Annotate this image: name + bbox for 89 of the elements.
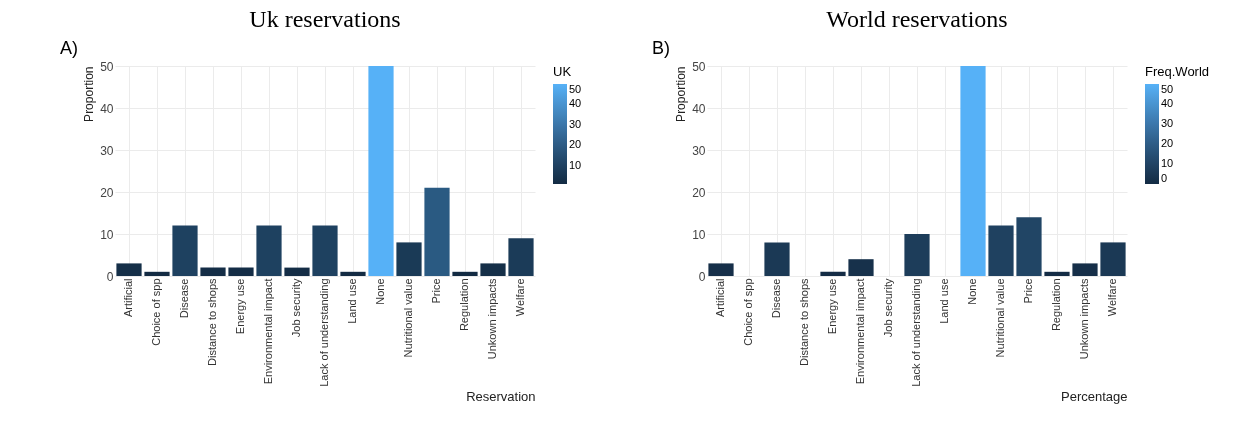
bar — [708, 263, 734, 276]
bar — [1100, 242, 1126, 276]
x-tick-label: Job security — [290, 278, 302, 338]
bar — [820, 271, 846, 276]
x-tick-label: Disease — [770, 278, 782, 319]
x-tick-label: Nutritional value — [402, 278, 414, 358]
color-bar-label: 20 — [1161, 137, 1174, 149]
x-tick-label: Unkown impacts — [486, 278, 498, 360]
color-bar-label: 20 — [569, 138, 582, 151]
text: B) — [652, 38, 670, 58]
x-tick-label: Choice of spp — [742, 278, 754, 346]
text: A) — [60, 38, 78, 58]
x-tick-label: Artificial — [122, 278, 134, 318]
x-tick-label: Energy use — [234, 278, 246, 335]
color-bar-label: 10 — [1161, 157, 1174, 169]
x-tick-label: Land use — [938, 278, 950, 324]
x-tick-label: Disease — [178, 278, 190, 319]
bar — [848, 259, 874, 276]
y-tick-label: 50 — [692, 59, 706, 74]
y-tick-label: 10 — [692, 227, 706, 242]
bar — [144, 271, 170, 276]
bar — [904, 234, 930, 276]
bar — [424, 187, 450, 276]
color-bar-label: 30 — [1161, 117, 1174, 129]
bar — [508, 238, 534, 276]
bar — [256, 225, 282, 276]
bar — [764, 242, 790, 276]
color-bar-label: 50 — [1161, 83, 1174, 95]
color-bar-label: 0 — [1161, 172, 1168, 184]
x-tick-label: Regulation — [458, 278, 470, 332]
bar — [396, 242, 422, 276]
y-axis-title: Proportion — [674, 66, 689, 122]
x-tick-label: Environmental impact — [262, 278, 274, 385]
bar — [172, 225, 198, 276]
x-axis-title: Percentage — [1061, 388, 1128, 404]
color-bar-title: UK — [553, 64, 572, 79]
x-tick-label: Welfare — [1106, 278, 1118, 317]
chart-title: World reservations — [826, 6, 1008, 32]
x-tick-label: Price — [430, 278, 442, 304]
bar — [340, 271, 366, 276]
color-bar-label: 40 — [569, 97, 582, 110]
y-tick-label: 30 — [692, 143, 706, 158]
x-tick-label: Unkown impacts — [1078, 278, 1090, 360]
bar — [200, 267, 226, 276]
x-axis-title: Reservation — [466, 388, 536, 404]
x-tick-label: Environmental impact — [854, 278, 866, 385]
bar — [1072, 263, 1098, 276]
color-bar-title: Freq.World — [1145, 64, 1210, 79]
x-tick-label: Price — [1022, 278, 1034, 304]
y-tick-label: 40 — [100, 101, 114, 116]
bar — [1044, 271, 1070, 276]
x-tick-label: Regulation — [1050, 278, 1062, 332]
y-tick-label: 10 — [100, 227, 114, 242]
x-tick-label: Energy use — [826, 278, 838, 335]
bar — [116, 263, 142, 276]
x-tick-label: None — [966, 278, 978, 305]
x-tick-label: None — [374, 278, 386, 305]
x-tick-label: Distance to shops — [798, 278, 810, 366]
color-bar-label: 40 — [1161, 97, 1174, 109]
x-tick-label: Lack of understanding — [910, 278, 922, 387]
y-tick-label: 20 — [100, 185, 114, 200]
x-tick-label: Choice of spp — [150, 278, 162, 346]
color-bar-label: 30 — [569, 117, 582, 130]
bar — [480, 263, 506, 276]
color-bar-label: 50 — [569, 83, 582, 95]
bar — [960, 66, 986, 276]
x-tick-label: Welfare — [514, 278, 526, 317]
x-tick-label: Land use — [346, 278, 358, 324]
bar — [312, 225, 338, 276]
y-tick-label: 20 — [692, 185, 706, 200]
bar — [284, 267, 310, 276]
y-tick-label: 30 — [100, 143, 114, 158]
color-bar-label: 10 — [569, 158, 582, 171]
x-tick-label: Distance to shops — [206, 278, 218, 366]
bar — [1016, 217, 1042, 276]
y-tick-label: 50 — [100, 59, 114, 74]
x-tick-label: Lack of understanding — [318, 278, 330, 387]
x-tick-label: Job security — [882, 278, 894, 338]
y-tick-label: 0 — [698, 269, 706, 284]
chart-title: Uk reservations — [249, 6, 401, 32]
y-tick-label: 0 — [106, 269, 114, 284]
y-axis-title: Proportion — [82, 66, 97, 122]
bar — [368, 66, 394, 276]
y-tick-label: 40 — [692, 101, 706, 116]
bar — [452, 271, 478, 276]
bar — [988, 225, 1014, 276]
x-tick-label: Artificial — [714, 278, 726, 318]
bar — [228, 267, 254, 276]
x-tick-label: Nutritional value — [994, 278, 1006, 358]
